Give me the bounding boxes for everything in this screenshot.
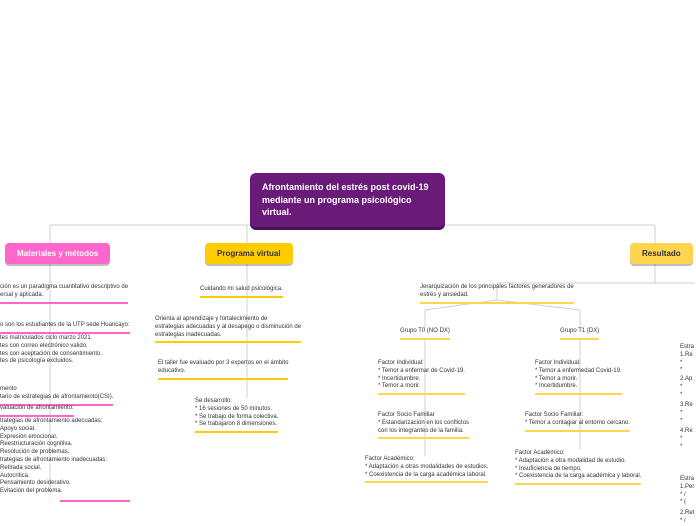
text-node: 2.Ret * / bbox=[680, 510, 694, 526]
text-node: Se desarrollo: * 16 sesiones de 50 minut… bbox=[195, 398, 278, 433]
text-node: 4.Re * * bbox=[680, 428, 693, 451]
text-node: valuación de afrontamiento: bbox=[0, 405, 74, 417]
text-node: Factor Individual: * Temor a enfermedad … bbox=[535, 360, 622, 395]
text-node: o son los estudiantes de la UTP sede Hua… bbox=[0, 322, 130, 334]
text-node: Orienta al aprendizaje y fortalecimiento… bbox=[155, 316, 301, 343]
text-node: Factor Socio Familiar: * Temor a contagi… bbox=[525, 412, 630, 432]
text-node: Grupo T0 (NO DX) bbox=[400, 328, 450, 340]
text-node: mento tario de estrategias de afrontamie… bbox=[0, 386, 113, 406]
text-node: Grupo T1 (DX) bbox=[560, 328, 599, 340]
section-materiales: Materiales y métodos bbox=[5, 243, 110, 264]
text-node bbox=[60, 498, 130, 502]
text-node: Factor Individual: * Temor a enfermar de… bbox=[378, 360, 465, 395]
text-node: Factor Socio Familiar * Estandarización … bbox=[378, 412, 469, 439]
text-node: tes matriculados ciclo marzo 2021. tes c… bbox=[0, 335, 102, 366]
text-node: trategias de afrontamiento adecuadas: Ap… bbox=[0, 418, 107, 496]
text-node: Factor Académico: * Adaptación a otras m… bbox=[365, 456, 488, 483]
text-node: 2.Ap * * bbox=[680, 376, 692, 399]
text-node: Estra 1.Re * * bbox=[680, 344, 694, 375]
section-programa: Programa virtual bbox=[205, 243, 293, 264]
text-node: 3.Re * * bbox=[680, 402, 693, 425]
section-resultado: Resultado bbox=[630, 243, 693, 264]
root-title: Afrontamiento del estrés post covid-19 m… bbox=[262, 182, 429, 217]
text-node: Factor Académico: * Adaptación a otra mo… bbox=[515, 450, 641, 485]
text-node: Cuidando mi salud psicológica. bbox=[200, 286, 283, 298]
text-node: El taller fue evaluado por 3 expertos en… bbox=[158, 360, 288, 380]
root-node: Afrontamiento del estrés post covid-19 m… bbox=[250, 173, 445, 227]
text-node: Jerarquización de los principales factor… bbox=[420, 284, 574, 304]
text-node: Estra 1.Per * / * ( bbox=[680, 476, 694, 507]
text-node: ción es un paradigma cuantitativo descri… bbox=[0, 284, 128, 304]
